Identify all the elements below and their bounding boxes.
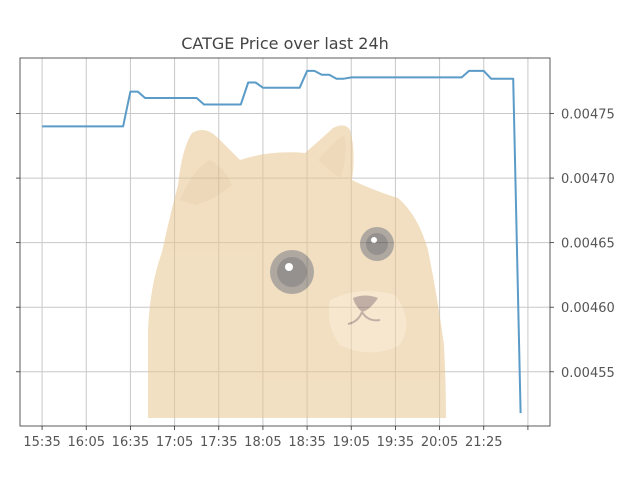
x-tick-label: 16:35 <box>112 435 149 450</box>
x-tick-label: 19:05 <box>333 435 370 450</box>
y-tick-label: 0.00455 <box>561 366 615 381</box>
cat-face-watermark <box>148 125 446 418</box>
y-tick-label: 0.00470 <box>561 172 615 187</box>
x-tick-label: 15:35 <box>23 435 60 450</box>
x-tick-label: 21:25 <box>465 435 502 450</box>
axes <box>19 57 551 427</box>
x-tick-label: 18:05 <box>244 435 281 450</box>
chart-title: CATGE Price over last 24h <box>181 34 389 53</box>
y-tick-label: 0.00475 <box>561 108 615 123</box>
x-tick-label: 17:35 <box>200 435 237 450</box>
x-tick-label: 19:35 <box>377 435 414 450</box>
y-tick-label: 0.00460 <box>561 301 615 316</box>
price-series-line <box>42 69 522 414</box>
y-tick-label: 0.00465 <box>561 237 615 252</box>
x-tick-label: 18:35 <box>288 435 325 450</box>
x-tick-label: 17:05 <box>156 435 193 450</box>
x-tick-label: 20:05 <box>421 435 458 450</box>
ticks: 15:35 16:05 16:35 17:05 17:35 18:05 18:35 19:05… <box>16 108 615 450</box>
plot-frame <box>19 57 551 427</box>
x-tick-label: 16:05 <box>68 435 105 450</box>
